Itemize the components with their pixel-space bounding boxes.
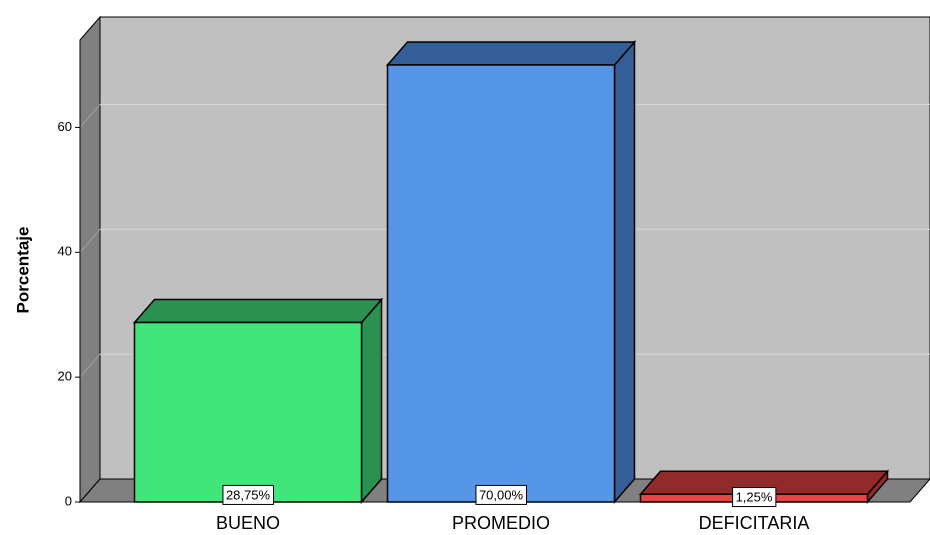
y-axis-label: Porcentaje [13,227,32,314]
y-tick-label: 0 [65,493,72,508]
bar-top [385,41,637,66]
value-label: 1,25% [736,490,773,505]
bar-side [360,297,383,505]
grid-line [79,228,101,253]
bar-side [613,39,636,505]
value-label: 70,00% [479,487,524,502]
y-tick-label: 40 [58,244,72,259]
value-label: 28,75% [226,487,271,502]
x-tick-label: DEFICITARIA [699,513,810,533]
bar [133,321,363,503]
value-label-box [732,487,777,508]
x-tick-label: BUENO [216,513,280,533]
bar [386,64,616,503]
bar-top [132,298,384,324]
y-tick-label: 60 [58,119,72,134]
value-label-box [475,484,527,505]
value-label-box [222,484,274,505]
grid-line [79,353,101,378]
y-tick-label: 20 [58,369,72,384]
left-wall [79,15,101,504]
grid-line [79,104,101,128]
x-tick-label: PROMEDIO [452,513,550,533]
